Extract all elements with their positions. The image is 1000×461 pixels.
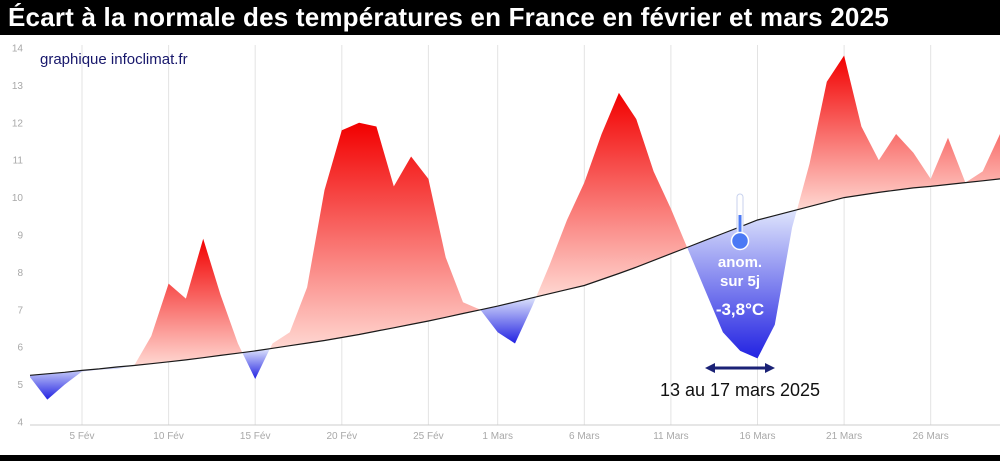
svg-text:9: 9: [17, 231, 23, 242]
double-arrow-icon: [705, 363, 775, 373]
svg-text:11 Mars: 11 Mars: [653, 431, 688, 442]
svg-text:8: 8: [17, 268, 23, 279]
annotation-label-line2: sur 5j: [719, 273, 761, 290]
annotation-value: -3,8°C: [715, 300, 765, 319]
svg-text:21 Mars: 21 Mars: [826, 431, 862, 442]
svg-text:26 Mars: 26 Mars: [913, 431, 949, 442]
svg-text:11: 11: [13, 156, 24, 167]
watermark-credit: graphique infoclimat.fr: [40, 51, 188, 68]
anomaly-areas: [30, 55, 1000, 400]
x-axis-labels: 5 Fév 10 Fév 15 Fév 20 Fév 25 Fév 1 Mars 6 Mar…: [69, 431, 948, 442]
anomaly-annotation: anom. sur 5j -3,8°C: [690, 193, 790, 320]
normal-line: [29, 178, 1000, 376]
svg-text:13: 13: [12, 81, 24, 92]
svg-text:6 Mars: 6 Mars: [569, 431, 600, 442]
svg-text:4: 4: [17, 418, 23, 429]
svg-text:12: 12: [12, 118, 24, 129]
svg-text:15 Fév: 15 Fév: [240, 431, 271, 442]
svg-text:14: 14: [12, 44, 24, 55]
svg-text:16 Mars: 16 Mars: [739, 431, 775, 442]
bottom-bar: [0, 455, 1000, 461]
svg-text:10: 10: [12, 193, 24, 204]
svg-text:20 Fév: 20 Fév: [327, 431, 358, 442]
annotation-label-line1: anom.: [717, 254, 763, 271]
y-axis-labels: 4 5 6 7 8 9 10 11 12 13 14: [12, 44, 24, 429]
svg-text:25 Fév: 25 Fév: [413, 431, 444, 442]
period-label: 13 au 17 mars 2025: [659, 380, 821, 400]
svg-text:10 Fév: 10 Fév: [153, 431, 184, 442]
svg-text:5 Fév: 5 Fév: [69, 431, 94, 442]
chart-title: Écart à la normale des températures en F…: [8, 2, 889, 32]
svg-text:1 Mars: 1 Mars: [482, 431, 513, 442]
svg-text:7: 7: [17, 305, 23, 316]
thermometer-icon: [730, 193, 750, 251]
svg-text:5: 5: [17, 380, 23, 391]
svg-text:6: 6: [17, 343, 23, 354]
title-banner: Écart à la normale des températures en F…: [0, 0, 1000, 35]
